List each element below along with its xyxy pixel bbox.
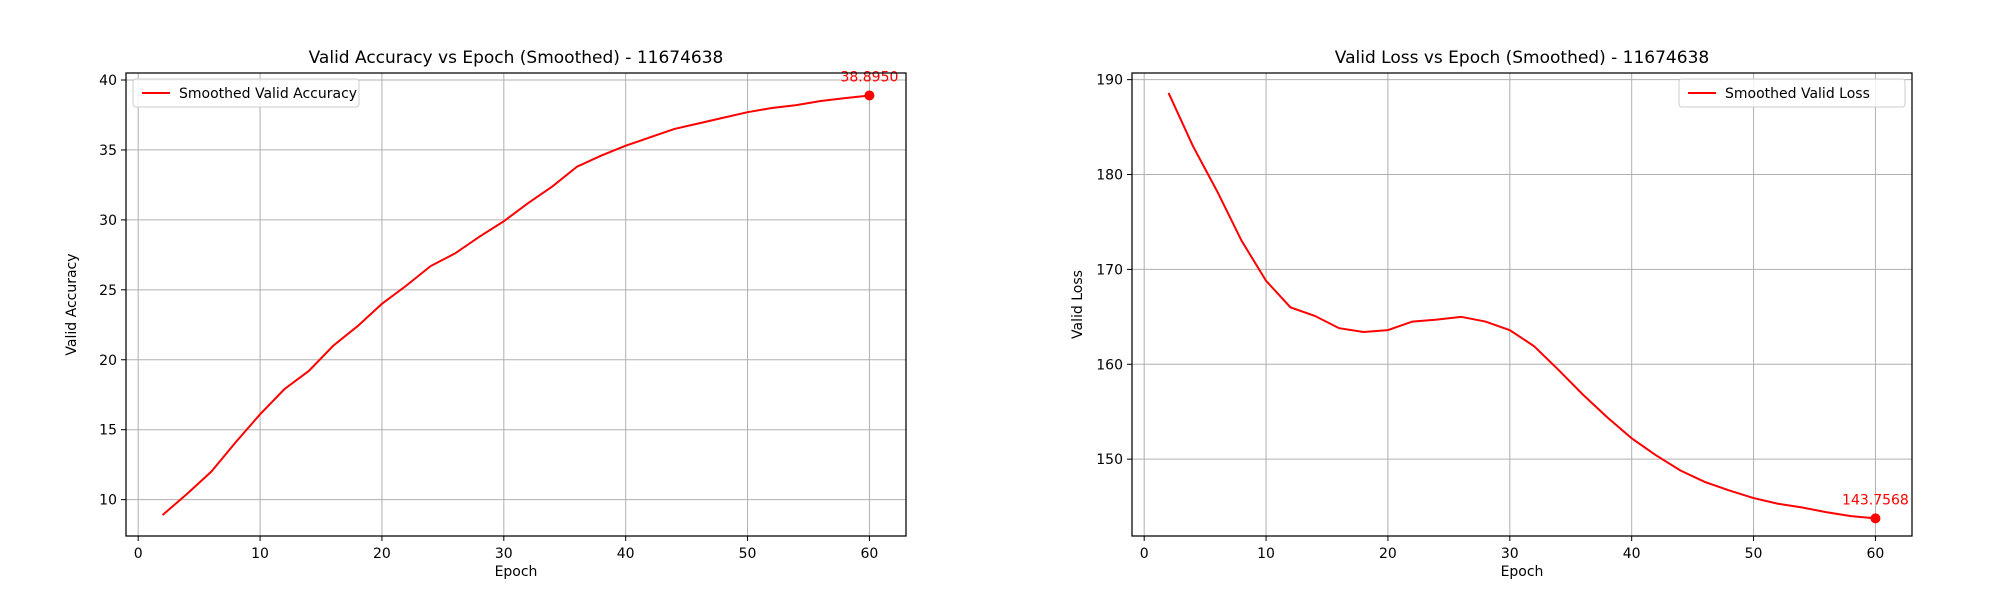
x-axis-label: Epoch	[495, 564, 538, 580]
loss-chart: 143.7568 0 10 20 30 40 50 60 150 160 170 180 190 Vali…	[1070, 48, 1913, 580]
legend: Smoothed Valid Accuracy	[132, 78, 360, 108]
x-tick-label: 30	[1501, 546, 1519, 562]
grid	[1132, 73, 1912, 536]
y-tick-label: 30	[99, 213, 117, 229]
y-tick-label: 20	[99, 353, 117, 369]
y-axis-label: Valid Accuracy	[64, 253, 80, 355]
x-tick-label: 0	[134, 546, 143, 562]
legend-box	[1678, 78, 1906, 108]
final-value-label: 143.7568	[1842, 492, 1909, 508]
y-tick-label: 150	[1096, 452, 1123, 468]
x-tick-label: 20	[1379, 546, 1397, 562]
y-tick-label: 190	[1096, 73, 1123, 89]
x-tick-label: 20	[373, 546, 391, 562]
y-tick-label: 10	[99, 493, 117, 509]
y-tick-label: 25	[99, 283, 117, 299]
x-tick-label: 50	[739, 546, 757, 562]
final-value-label: 38.8950	[840, 69, 898, 85]
legend: Smoothed Valid Loss	[1678, 78, 1906, 108]
chart-title: Valid Accuracy vs Epoch (Smoothed) - 116…	[309, 48, 724, 68]
x-axis-label: Epoch	[1501, 564, 1544, 580]
x-tick-label: 50	[1745, 546, 1763, 562]
legend-label: Smoothed Valid Accuracy	[179, 86, 357, 102]
series-line	[161, 94, 870, 516]
ticks: 0 10 20 30 40 50 60 150 160 170 180 190	[1096, 73, 1884, 562]
ticks: 0 10 20 30 40 50 60 10 15 20 25 30 35 40	[99, 73, 878, 562]
x-tick-label: 60	[1867, 546, 1885, 562]
y-axis-label: Valid Loss	[1070, 270, 1086, 339]
final-point-marker	[864, 90, 875, 101]
accuracy-chart: 38.8950 0 10 20 30 40 50 60 10 15 20 25 30 35 40 Valid …	[64, 48, 907, 580]
y-tick-label: 160	[1096, 357, 1123, 373]
y-tick-label: 180	[1096, 168, 1123, 184]
plot-frame	[1131, 72, 1913, 537]
y-tick-label: 15	[99, 423, 117, 439]
x-tick-label: 40	[617, 546, 635, 562]
x-tick-label: 10	[251, 546, 269, 562]
x-tick-label: 40	[1623, 546, 1641, 562]
chart-title: Valid Loss vs Epoch (Smoothed) - 1167463…	[1335, 48, 1709, 68]
final-point-marker	[1870, 513, 1881, 524]
x-tick-label: 30	[495, 546, 513, 562]
legend-label: Smoothed Valid Loss	[1725, 86, 1870, 102]
legend-box	[132, 78, 360, 108]
series-line	[1167, 92, 1876, 520]
plot-frame	[125, 72, 907, 537]
y-tick-label: 35	[99, 143, 117, 159]
x-tick-label: 10	[1257, 546, 1275, 562]
x-tick-label: 60	[861, 546, 879, 562]
y-tick-label: 170	[1096, 262, 1123, 278]
x-tick-label: 0	[1140, 546, 1149, 562]
grid	[126, 73, 906, 536]
y-tick-label: 40	[99, 73, 117, 89]
